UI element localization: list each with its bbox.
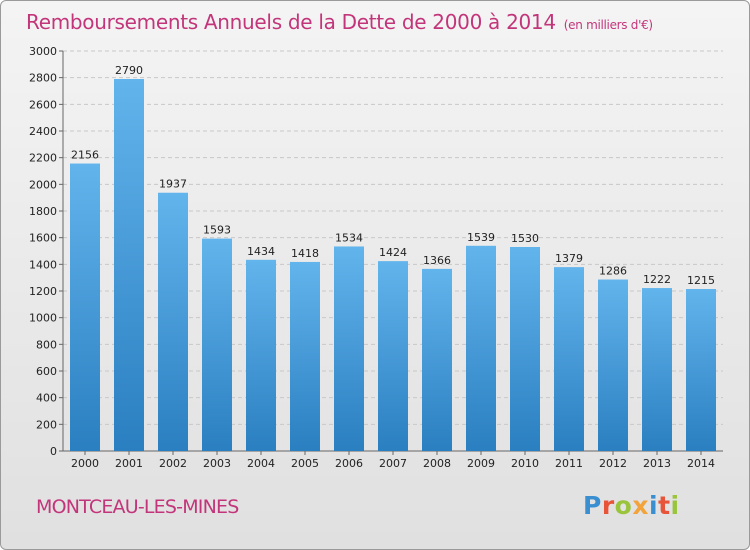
bar — [202, 238, 232, 451]
x-tick-label: 2014 — [687, 457, 715, 470]
y-tick-label: 600 — [36, 365, 57, 378]
value-label: 1215 — [687, 274, 715, 287]
x-tick-label: 2002 — [159, 457, 187, 470]
x-tick-label: 2008 — [423, 457, 451, 470]
value-label: 1539 — [467, 231, 495, 244]
value-label: 1424 — [379, 246, 407, 259]
bar — [378, 261, 408, 451]
y-tick-labels: 0 200 400 600 800 1000 1200 1400 1600 1800 2000 220… — [29, 45, 57, 458]
bar — [466, 245, 496, 451]
y-tick-label: 800 — [36, 338, 57, 351]
bar — [642, 288, 672, 451]
y-tick-label: 200 — [36, 418, 57, 431]
x-tick-label: 2005 — [291, 457, 319, 470]
bars — [70, 79, 716, 452]
x-tick-label: 2000 — [71, 457, 99, 470]
y-tick-label: 2800 — [29, 72, 57, 85]
x-tick-label: 2011 — [555, 457, 583, 470]
x-tick-label: 2010 — [511, 457, 539, 470]
y-tick-label: 2600 — [29, 98, 57, 111]
city-name: MONTCEAU-LES-MINES — [36, 496, 239, 518]
x-tick-label: 2012 — [599, 457, 627, 470]
y-tick-label: 1600 — [29, 232, 57, 245]
value-label: 2790 — [115, 64, 143, 77]
y-tick-label: 1400 — [29, 258, 57, 271]
bar — [554, 267, 584, 451]
value-label: 2156 — [71, 149, 99, 162]
bar — [334, 246, 364, 451]
value-label: 1366 — [423, 254, 451, 267]
y-tick-label: 2000 — [29, 178, 57, 191]
value-label: 1418 — [291, 247, 319, 260]
y-tick-label: 2400 — [29, 125, 57, 138]
value-label: 1937 — [159, 178, 187, 191]
x-tick-labels: 2000 2001 2002 2003 2004 2005 2006 2007 2008 2009… — [71, 457, 715, 470]
y-tick-label: 1000 — [29, 312, 57, 325]
bar — [422, 268, 452, 451]
bar — [598, 279, 628, 451]
x-tick-label: 2013 — [643, 457, 671, 470]
logo-letter: t — [658, 491, 671, 520]
logo-letter: i — [649, 491, 659, 520]
bar — [510, 247, 540, 451]
bar — [70, 163, 100, 452]
x-tick-label: 2007 — [379, 457, 407, 470]
y-tick-label: 1800 — [29, 205, 57, 218]
value-label: 1379 — [555, 252, 583, 265]
x-tick-label: 2003 — [203, 457, 231, 470]
x-tick-label: 2001 — [115, 457, 143, 470]
chart-subtitle: (en milliers d'€) — [563, 18, 653, 32]
chart-title: Remboursements Annuels de la Dette de 20… — [26, 10, 653, 34]
logo-letter: P — [583, 491, 602, 520]
title-text: Remboursements Annuels de la Dette de 20… — [26, 10, 556, 34]
y-tick-label: 400 — [36, 392, 57, 405]
bar — [158, 192, 188, 451]
y-tick-label: 0 — [50, 445, 57, 458]
bar — [686, 289, 716, 451]
logo-letter: i — [670, 491, 680, 520]
value-label: 1286 — [599, 265, 627, 278]
bar — [114, 79, 144, 451]
logo-letter: o — [614, 491, 633, 520]
value-label: 1530 — [511, 232, 539, 245]
logo-letter: x — [632, 491, 649, 520]
x-tick-label: 2006 — [335, 457, 363, 470]
logo-letter: r — [601, 491, 615, 520]
x-tick-label: 2004 — [247, 457, 275, 470]
y-tick-label: 2200 — [29, 152, 57, 165]
value-label: 1222 — [643, 273, 671, 286]
bar — [246, 259, 276, 451]
y-tick-label: 1200 — [29, 285, 57, 298]
value-label: 1434 — [247, 245, 275, 258]
bar — [290, 261, 320, 451]
y-tick-label: 3000 — [29, 45, 57, 58]
proxiti-logo: Proxiti — [583, 491, 680, 520]
value-labels: 2156 2790 1937 1593 1434 1418 1534 1424 1366 1539… — [71, 64, 715, 287]
x-tick-label: 2009 — [467, 457, 495, 470]
value-label: 1534 — [335, 231, 363, 244]
value-label: 1593 — [203, 224, 231, 237]
